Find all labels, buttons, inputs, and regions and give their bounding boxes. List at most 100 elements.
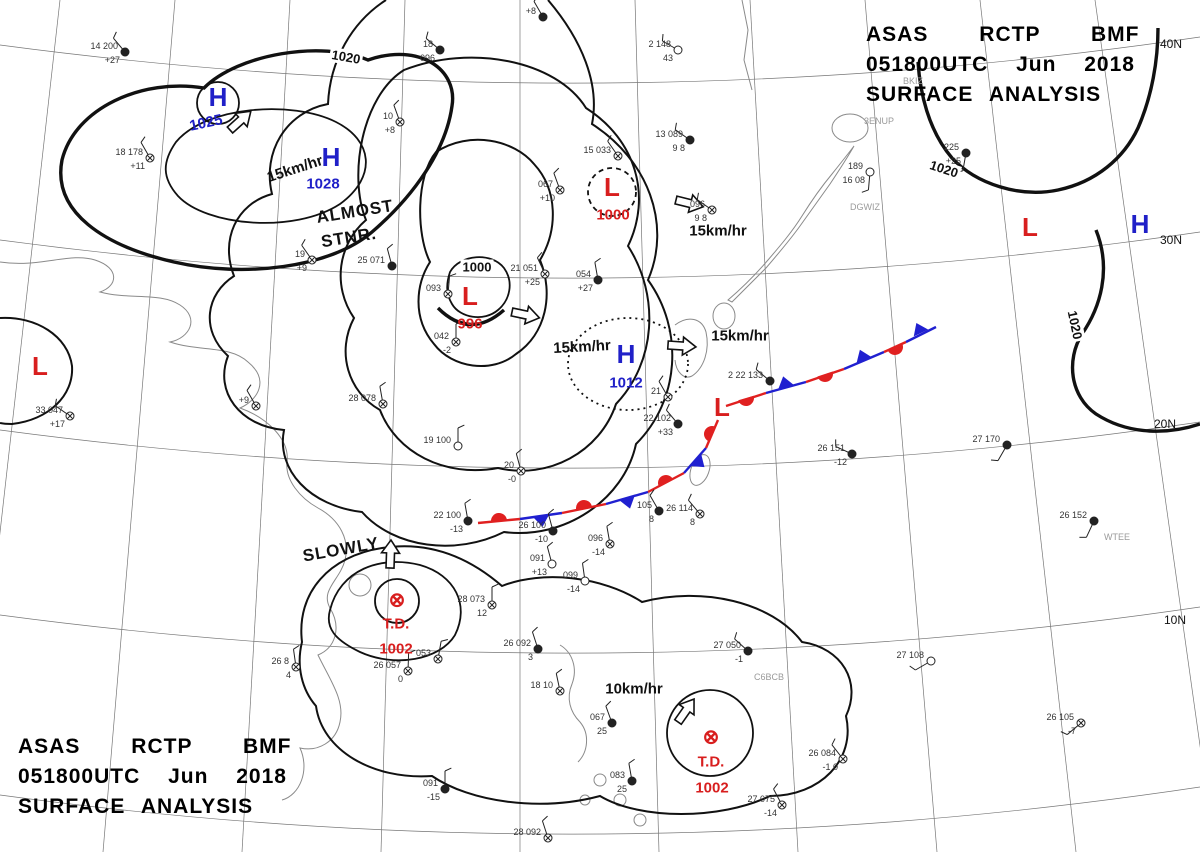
station-reading: 26 057	[373, 660, 401, 670]
wind-barb-feather	[548, 508, 555, 514]
movement-arrow	[674, 193, 705, 214]
luzon-coastline	[559, 644, 587, 763]
station-reading-2: +10	[540, 193, 555, 203]
station-reading: 083	[610, 770, 625, 780]
station-plot: 26 105 -7	[1046, 712, 1086, 736]
station-plot: 26 100 -10	[518, 508, 558, 544]
wind-barb-feather	[831, 738, 836, 746]
wind-barb-feather	[393, 99, 400, 106]
station-reading: 28 078	[348, 393, 376, 403]
wind-barb-feather	[658, 375, 664, 382]
taiwan-coastline	[689, 454, 711, 486]
philippine-island	[593, 773, 607, 787]
station-plot: 27 050 -1	[713, 632, 753, 664]
map-text-layer: BKIZ 3ENUP DGWIZ WTEE C6BCB 40N 30N 20N 10N	[754, 37, 1186, 682]
wind-barb-feather	[607, 134, 612, 142]
station-circle-symbol	[627, 776, 637, 786]
station-plot: 33 047 +17	[35, 398, 75, 429]
cold-front-symbol	[778, 376, 794, 390]
station-cross	[615, 153, 621, 159]
latitude-label: 30N	[1160, 233, 1182, 247]
station-reading-2: +27	[105, 55, 120, 65]
isobar-low-outer1	[339, 56, 651, 472]
isobar-1020-japan	[916, 27, 1160, 194]
station-cross	[779, 802, 785, 808]
station-reading: 28 092	[513, 827, 541, 837]
movement-arrow	[673, 697, 695, 726]
wind-barb-feather	[491, 583, 499, 588]
wind-barb-feather	[457, 424, 465, 429]
station-plot: 091-15	[423, 767, 452, 802]
movement-arrow	[226, 110, 252, 135]
wind-barb-feather	[661, 33, 664, 42]
wind-barb-feather	[665, 403, 670, 411]
wind-barb-feather	[301, 238, 306, 246]
station-reading: 067	[538, 179, 553, 189]
station-cross	[840, 756, 846, 762]
station-reading: +8	[526, 6, 536, 16]
station-reading-2: 096	[420, 53, 435, 63]
isobar-layer	[0, 0, 1200, 815]
station-plot: 13 089 9 8	[655, 122, 695, 153]
station-cross	[397, 119, 403, 125]
ship-callsign: BKIZ	[903, 76, 924, 86]
station-reading: 18	[423, 39, 433, 49]
station-reading-2: 8	[690, 517, 695, 527]
station-circle-symbol	[580, 576, 590, 586]
station-plot: 20-0	[504, 448, 526, 484]
station-plot: 22 100 -13	[433, 498, 473, 534]
station-circle-symbol	[743, 646, 753, 656]
station-reading-2: +9	[297, 263, 307, 273]
station-circle-symbol	[607, 718, 617, 728]
wind-barb-feather	[533, 0, 536, 2]
station-circle-symbol	[865, 167, 875, 177]
station-reading: 096	[690, 199, 705, 209]
station-reading: 22 100	[433, 510, 461, 520]
station-reading: 15 033	[583, 145, 611, 155]
wind-barb-feather	[582, 558, 589, 564]
station-plot: 2 148 43	[648, 33, 683, 63]
station-circle-symbol	[463, 516, 473, 526]
station-reading: 27 050	[713, 640, 741, 650]
station-reading: 19 100	[423, 435, 451, 445]
ship-callsign: C6BCB	[754, 672, 784, 682]
station-cross	[697, 511, 703, 517]
station-plot: 067+10	[538, 167, 565, 203]
station-reading-2: 25	[617, 784, 627, 794]
station-circle-symbol	[120, 47, 130, 57]
station-reading: 2 22 133	[728, 370, 763, 380]
station-reading: 27 075	[747, 794, 775, 804]
coastline-layer	[0, 0, 869, 827]
kyushu-coastline	[712, 302, 736, 330]
station-reading-2: +27	[578, 283, 593, 293]
wind-barb-feather	[532, 626, 538, 633]
isobar-left-low	[0, 316, 74, 426]
station-cross	[607, 541, 613, 547]
station-circle-symbol	[593, 275, 603, 285]
wind-barb-feather	[687, 493, 692, 501]
station-cross	[453, 339, 459, 345]
warm-front-symbol	[817, 371, 833, 382]
station-reading: 096	[588, 533, 603, 543]
station-reading: 21 051	[510, 263, 538, 273]
station-plot: 21 051 +25	[510, 252, 550, 287]
station-cross	[545, 835, 551, 841]
station-circle-symbol	[926, 656, 936, 666]
station-reading: 13 089	[655, 129, 683, 139]
isobar-around-h1025	[196, 81, 240, 125]
station-reading: 19	[295, 249, 305, 259]
wind-barb-feather	[293, 644, 300, 650]
station-reading-2: 4	[286, 670, 291, 680]
station-plot: 19 100	[423, 424, 465, 451]
station-reading-2: +13	[532, 567, 547, 577]
movement-arrow	[510, 304, 541, 326]
ship-callsign: WTEE	[1104, 532, 1130, 542]
wind-barb-feather	[537, 252, 543, 259]
movement-arrow	[379, 538, 402, 569]
station-cross	[309, 257, 315, 263]
wind-barb-feather	[734, 632, 738, 640]
